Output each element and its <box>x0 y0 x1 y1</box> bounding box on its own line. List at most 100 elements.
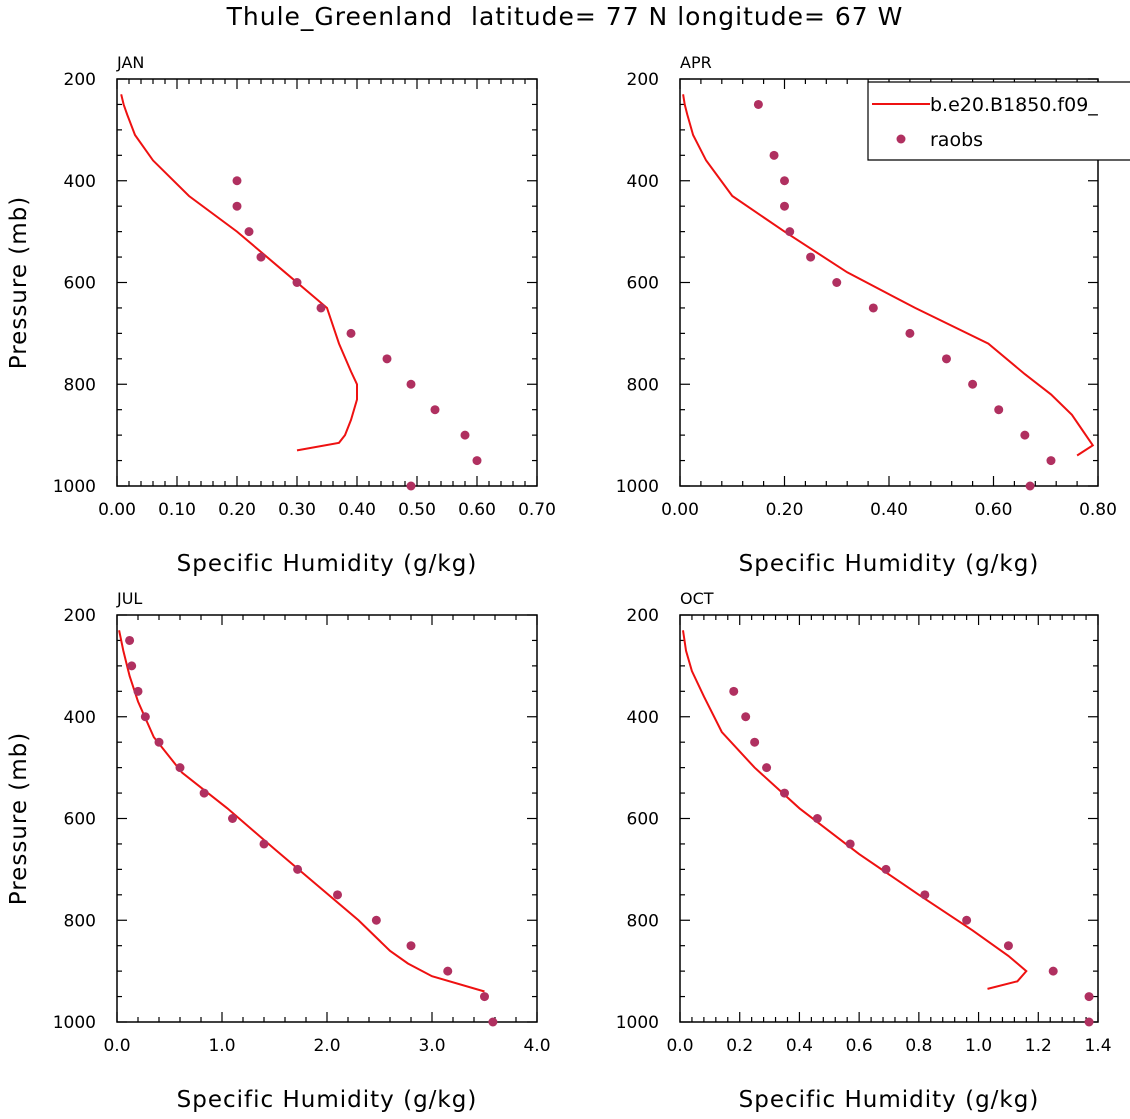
panel-oct: 0.0 0.2 0.4 0.6 0.8 1.0 1.2 1.4 200 400 600 800 1000… <box>616 589 1112 1113</box>
raobs-point <box>292 278 302 287</box>
y-tick-label: 600 <box>64 810 96 830</box>
raobs-point <box>1048 966 1058 976</box>
x-tick-label: 0.50 <box>398 500 436 520</box>
raobs-point <box>729 686 739 696</box>
raobs-point <box>154 737 164 747</box>
raobs-point <box>994 405 1004 415</box>
raobs-point <box>382 354 392 364</box>
x-tick-label: 1.2 <box>1025 1036 1052 1056</box>
x-tick-label: 0.60 <box>975 500 1013 520</box>
y-axis-label: Pressure (mb) <box>6 196 32 369</box>
raobs-point <box>780 788 789 798</box>
y-tick-label: 400 <box>64 708 96 728</box>
y-tick-label: 1000 <box>616 477 659 497</box>
x-tick-label: 0.40 <box>870 500 908 520</box>
raobs-point <box>127 661 137 671</box>
x-tick-label: 0.70 <box>518 500 556 520</box>
x-tick-label: 3.0 <box>418 1036 445 1056</box>
raobs-point <box>753 99 763 109</box>
x-tick-label: 1.4 <box>1084 1036 1111 1056</box>
raobs-point <box>1003 941 1013 951</box>
y-tick-label: 800 <box>627 911 659 931</box>
raobs-point <box>232 176 242 186</box>
raobs-point <box>780 201 789 211</box>
panel-label: APR <box>680 53 712 72</box>
raobs-point <box>762 763 772 773</box>
y-tick-label: 400 <box>627 172 659 192</box>
y-tick-label: 1000 <box>616 1013 659 1033</box>
legend-label: b.e20.B1850.f09_ <box>930 94 1098 116</box>
raobs-point <box>968 379 978 389</box>
legend-box <box>867 81 1130 161</box>
raobs-point <box>430 405 440 415</box>
raobs-point <box>406 481 416 491</box>
legend-label: raobs <box>930 129 983 151</box>
panel-label: JUL <box>116 589 142 608</box>
raobs-point <box>244 227 254 237</box>
y-tick-label: 800 <box>627 375 659 395</box>
raobs-point <box>346 328 356 338</box>
panel-jul: 0.0 1.0 2.0 3.0 4.0 200 400 600 800 1000 JUL Specif… <box>6 589 551 1113</box>
x-tick-label: 0.20 <box>766 500 804 520</box>
raobs-point <box>133 686 143 696</box>
raobs-point <box>293 864 303 874</box>
raobs-point <box>868 303 878 313</box>
raobs-point <box>472 456 482 466</box>
raobs-point <box>125 635 135 645</box>
raobs-point <box>812 814 822 823</box>
raobs-point <box>256 252 266 262</box>
raobs-point <box>232 201 242 211</box>
legend: b.e20.B1850.f09_raobs <box>867 81 1130 161</box>
model-series-line <box>118 630 485 993</box>
y-tick-label: 600 <box>627 274 659 294</box>
raobs-point <box>769 150 779 160</box>
x-axis-label: Specific Humidity (g/kg) <box>177 551 478 577</box>
x-tick-label: 2.0 <box>313 1036 340 1056</box>
x-tick-label: 0.10 <box>158 500 196 520</box>
plot-frame <box>116 614 538 1023</box>
chart-title: Thule_Greenland latitude= 77 N longitude… <box>226 2 904 31</box>
y-tick-label: 200 <box>627 70 659 90</box>
x-tick-label: 4.0 <box>523 1036 550 1056</box>
y-tick-label: 800 <box>64 375 96 395</box>
raobs-point <box>1084 1017 1094 1027</box>
x-tick-label: 0.60 <box>458 500 496 520</box>
raobs-point <box>750 737 760 747</box>
raobs-point <box>333 890 342 900</box>
raobs-point <box>259 839 269 849</box>
raobs-point <box>741 712 751 722</box>
raobs-point <box>488 1017 498 1027</box>
x-tick-label: 0.2 <box>726 1036 753 1056</box>
x-tick-label: 0.00 <box>661 500 699 520</box>
y-tick-label: 200 <box>64 70 96 90</box>
raobs-point <box>806 252 816 262</box>
x-tick-label: 0.30 <box>278 500 316 520</box>
raobs-point <box>460 430 470 440</box>
panel-label: OCT <box>680 589 714 608</box>
x-tick-label: 0.6 <box>846 1036 873 1056</box>
x-tick-label: 0.00 <box>98 500 136 520</box>
y-tick-label: 200 <box>627 606 659 626</box>
raobs-point <box>962 915 972 925</box>
x-tick-label: 0.40 <box>338 500 376 520</box>
panel-label: JAN <box>116 53 144 72</box>
raobs-point <box>1084 992 1094 1002</box>
y-tick-label: 400 <box>64 172 96 192</box>
raobs-point <box>1046 456 1056 466</box>
raobs-point <box>140 712 150 722</box>
x-tick-label: 0.80 <box>1079 500 1117 520</box>
x-axis-label: Specific Humidity (g/kg) <box>739 1087 1040 1113</box>
x-tick-label: 0.20 <box>218 500 256 520</box>
raobs-point <box>905 328 915 338</box>
panel-jan: 0.00 0.10 0.20 0.30 0.40 0.50 0.60 0.70 200 400 60… <box>6 53 556 577</box>
model-series-line <box>120 94 358 452</box>
legend-marker-swatch <box>896 134 906 144</box>
raobs-point <box>785 227 795 237</box>
y-tick-label: 200 <box>64 606 96 626</box>
x-tick-label: 1.0 <box>965 1036 992 1056</box>
raobs-point <box>371 915 381 925</box>
y-tick-label: 600 <box>64 274 96 294</box>
raobs-point <box>480 992 489 1002</box>
y-axis-label: Pressure (mb) <box>6 732 32 905</box>
